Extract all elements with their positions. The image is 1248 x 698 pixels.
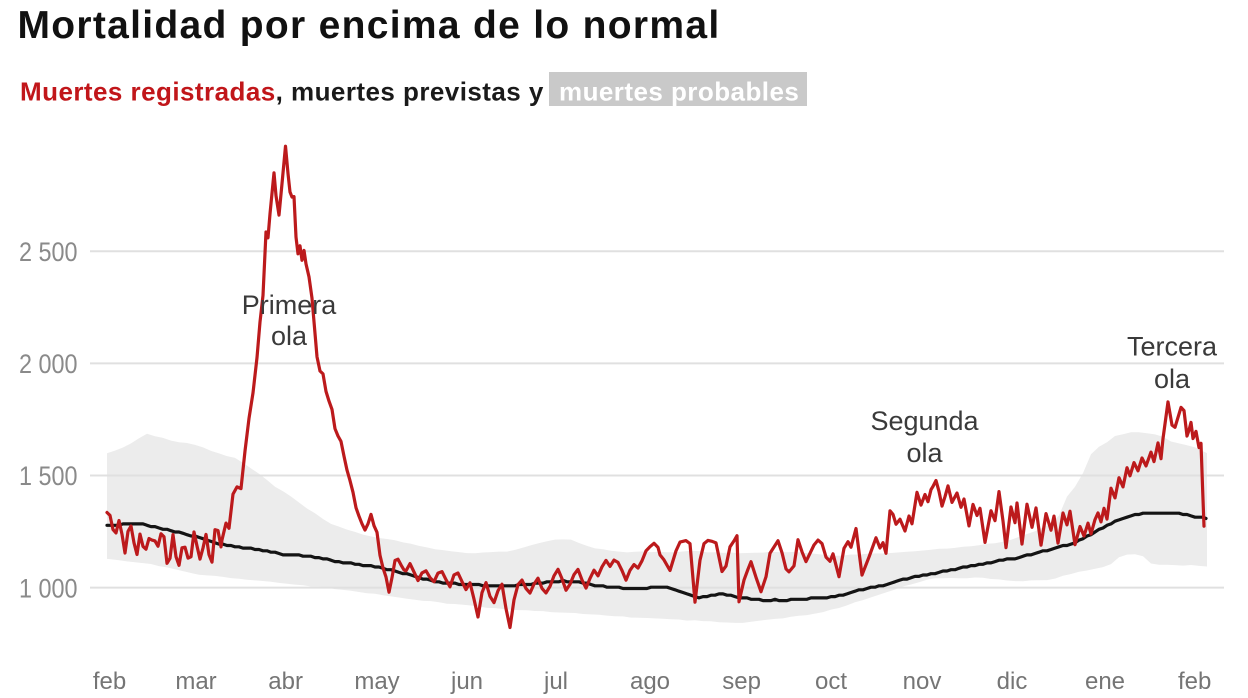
svg-text:Primera: Primera	[242, 290, 337, 320]
svg-text:abr: abr	[268, 668, 303, 695]
svg-text:dic: dic	[997, 668, 1028, 695]
svg-text:2 500: 2 500	[19, 237, 78, 267]
svg-text:Tercera: Tercera	[1127, 332, 1218, 362]
svg-text:1 500: 1 500	[19, 461, 78, 491]
svg-text:Muertes registradas, muertes p: Muertes registradas, muertes previstas y…	[20, 76, 799, 106]
svg-text:2 000: 2 000	[19, 349, 78, 379]
svg-text:Segunda: Segunda	[870, 406, 979, 436]
svg-text:feb: feb	[1178, 668, 1211, 695]
svg-text:jul: jul	[543, 668, 568, 695]
svg-text:sep: sep	[722, 668, 761, 695]
svg-text:ola: ola	[906, 438, 943, 468]
svg-text:ago: ago	[630, 668, 670, 695]
svg-text:ene: ene	[1085, 668, 1125, 695]
svg-text:oct: oct	[815, 668, 847, 695]
svg-text:jun: jun	[450, 668, 483, 695]
svg-text:feb: feb	[93, 668, 126, 695]
svg-text:Mortalidad por encima de lo no: Mortalidad por encima de lo normal	[18, 4, 721, 47]
svg-text:ola: ola	[271, 321, 308, 351]
svg-text:ola: ola	[1154, 364, 1191, 394]
svg-text:1 000: 1 000	[19, 573, 78, 603]
svg-text:nov: nov	[903, 668, 942, 695]
svg-text:mar: mar	[175, 668, 216, 695]
svg-text:may: may	[354, 668, 399, 695]
